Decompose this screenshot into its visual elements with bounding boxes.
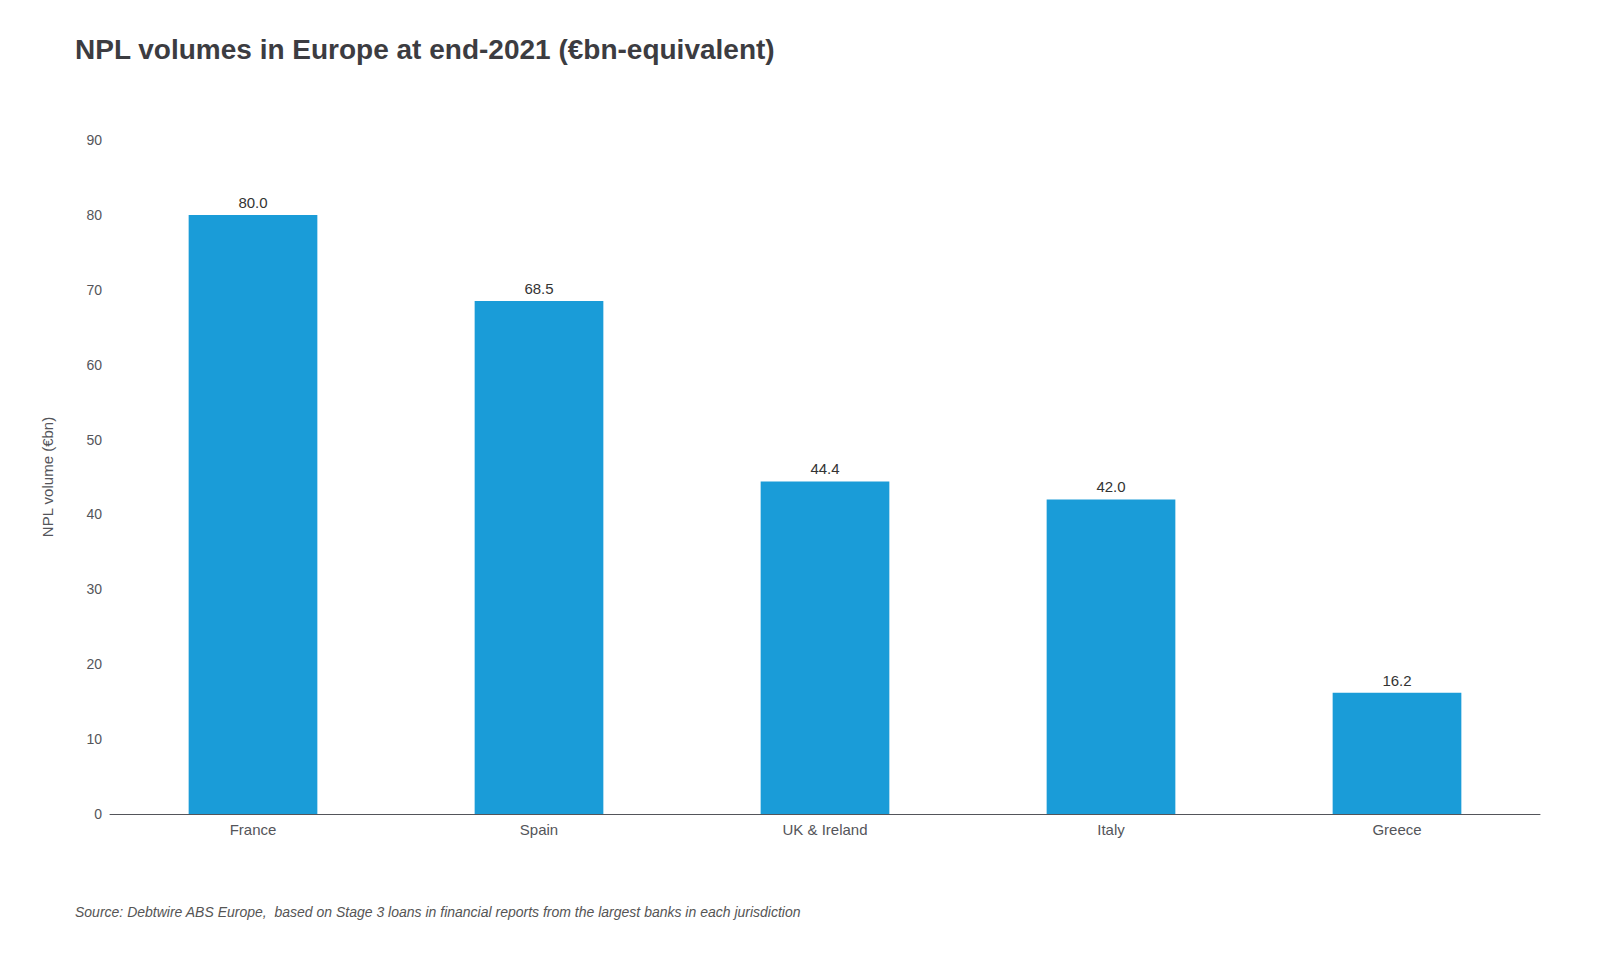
svg-text:30: 30: [86, 581, 102, 597]
svg-text:80: 80: [86, 207, 102, 223]
svg-text:68.5: 68.5: [524, 280, 553, 297]
svg-text:80.0: 80.0: [238, 194, 267, 211]
svg-text:90: 90: [86, 132, 102, 148]
svg-text:NPL volumes in Europe at end-2: NPL volumes in Europe at end-2021 (€bn-e…: [75, 34, 775, 65]
svg-text:UK & Ireland: UK & Ireland: [782, 821, 867, 838]
svg-text:42.0: 42.0: [1096, 478, 1125, 495]
svg-text:France: France: [230, 821, 277, 838]
svg-text:20: 20: [86, 656, 102, 672]
svg-text:16.2: 16.2: [1382, 672, 1411, 689]
svg-text:60: 60: [86, 357, 102, 373]
svg-text:Source: Debtwire ABS Europe,: Source: Debtwire ABS Europe, based on St…: [75, 904, 801, 920]
svg-text:0: 0: [94, 806, 102, 822]
svg-text:70: 70: [86, 282, 102, 298]
svg-text:50: 50: [86, 432, 102, 448]
svg-text:NPL volume (€bn): NPL volume (€bn): [39, 417, 56, 537]
svg-text:Italy: Italy: [1097, 821, 1125, 838]
svg-text:40: 40: [86, 506, 102, 522]
svg-text:Greece: Greece: [1372, 821, 1421, 838]
svg-text:Spain: Spain: [520, 821, 558, 838]
svg-text:10: 10: [86, 731, 102, 747]
svg-text:44.4: 44.4: [810, 460, 839, 477]
